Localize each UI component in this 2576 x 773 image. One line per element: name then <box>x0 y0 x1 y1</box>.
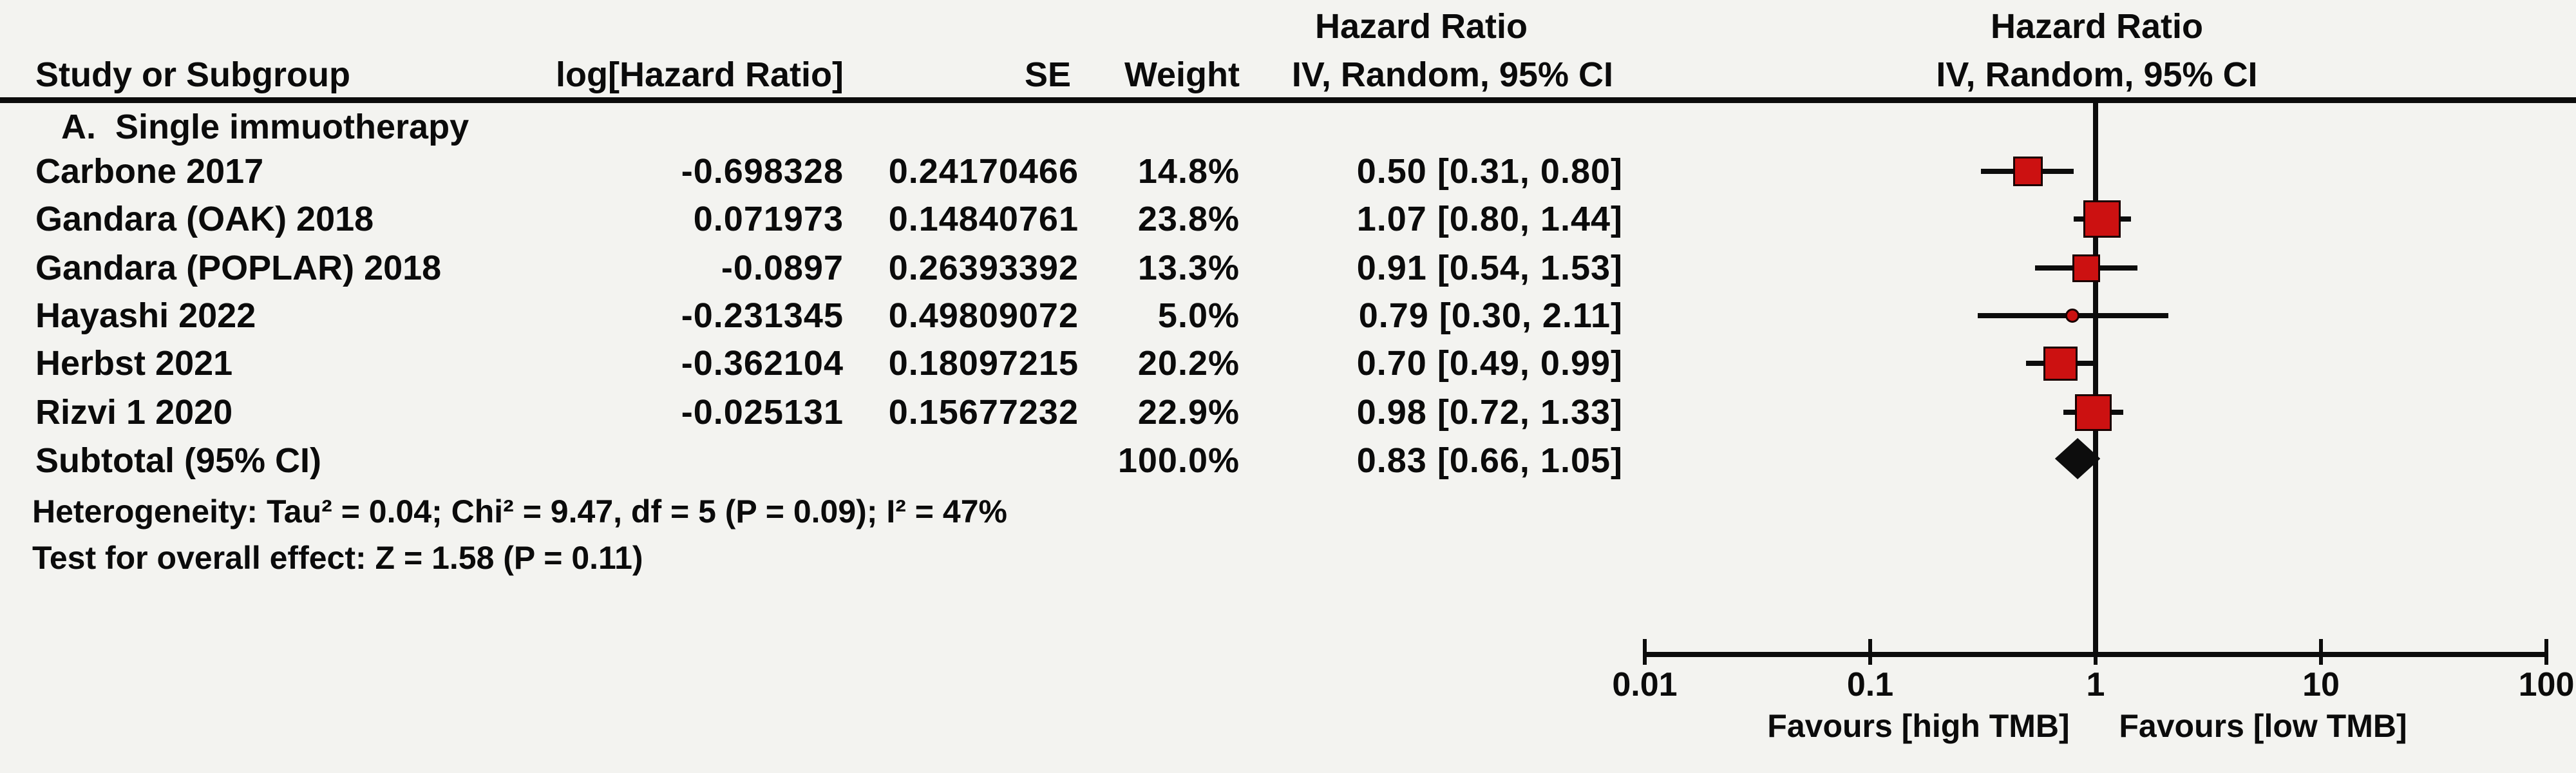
x-axis-tick-label: 100 <box>2518 666 2575 703</box>
study-se: 0.15677232 <box>888 393 1079 432</box>
column-header-weight: Weight <box>1124 55 1240 94</box>
study-se: 0.24170466 <box>888 152 1079 191</box>
study-weight: 5.0% <box>1157 296 1240 335</box>
right-method-header: IV, Random, 95% CI <box>1936 55 2258 94</box>
column-header-study: Study or Subgroup <box>35 55 350 94</box>
study-weight: 23.8% <box>1137 200 1240 238</box>
study-se: 0.26393392 <box>888 249 1079 287</box>
study-ci-text: 0.91 [0.54, 1.53] <box>1356 249 1623 287</box>
study-ci-text: 0.50 [0.31, 0.80] <box>1356 152 1623 191</box>
study-se: 0.14840761 <box>888 200 1079 238</box>
subtotal-label: Subtotal (95% CI) <box>35 441 322 480</box>
x-axis-tick-label: 10 <box>2302 666 2340 703</box>
x-axis-tick <box>1643 639 1647 665</box>
study-name: Carbone 2017 <box>35 152 264 191</box>
study-log-hr: -0.231345 <box>681 296 844 335</box>
x-axis-tick <box>1868 639 1872 665</box>
column-header-ci: IV, Random, 95% CI <box>1291 55 1613 94</box>
study-ci-text: 0.70 [0.49, 0.99] <box>1356 344 1623 383</box>
x-axis-tick-label: 0.1 <box>1846 666 1894 703</box>
overall-effect-text: Test for overall effect: Z = 1.58 (P = 0… <box>32 540 643 576</box>
column-header-log-hr: log[Hazard Ratio] <box>555 55 844 94</box>
study-name: Hayashi 2022 <box>35 296 256 335</box>
x-axis-tick-label: 0.01 <box>1612 666 1678 703</box>
effect-marker <box>2083 200 2121 238</box>
subgroup-title: A. Single immuotherapy <box>61 108 469 146</box>
x-axis-tick <box>2094 639 2098 665</box>
study-weight: 14.8% <box>1137 152 1240 191</box>
column-header-se: SE <box>1024 55 1071 94</box>
left-effect-title: Hazard Ratio <box>1314 7 1528 46</box>
study-log-hr: -0.025131 <box>681 393 844 432</box>
subtotal-weight: 100.0% <box>1117 441 1240 480</box>
study-name: Rizvi 1 2020 <box>35 393 233 432</box>
effect-marker <box>2072 254 2101 282</box>
study-name: Gandara (OAK) 2018 <box>35 200 374 238</box>
effect-marker <box>2075 394 2112 431</box>
study-ci-text: 0.98 [0.72, 1.33] <box>1356 393 1623 432</box>
header-rule <box>0 97 2576 103</box>
study-weight: 20.2% <box>1137 344 1240 383</box>
study-name: Herbst 2021 <box>35 344 233 383</box>
subtotal-ci-text: 0.83 [0.66, 1.05] <box>1356 441 1623 480</box>
study-se: 0.49809072 <box>888 296 1079 335</box>
heterogeneity-text: Heterogeneity: Tau² = 0.04; Chi² = 9.47,… <box>32 493 1007 530</box>
study-log-hr: -0.698328 <box>681 152 844 191</box>
favours-right-label: Favours [low TMB] <box>2119 708 2407 744</box>
study-ci-text: 1.07 [0.80, 1.44] <box>1356 200 1623 238</box>
effect-marker <box>2012 157 2043 186</box>
favours-left-label: Favours [high TMB] <box>1767 708 2070 744</box>
study-ci-text: 0.79 [0.30, 2.11] <box>1358 296 1623 335</box>
x-axis-tick <box>2544 639 2548 665</box>
effect-marker <box>2043 346 2078 381</box>
study-se: 0.18097215 <box>888 344 1079 383</box>
no-effect-line <box>2093 100 2098 654</box>
study-name: Gandara (POPLAR) 2018 <box>35 249 442 287</box>
x-axis-tick-label: 1 <box>2086 666 2105 703</box>
study-log-hr: 0.071973 <box>693 200 844 238</box>
study-log-hr: -0.0897 <box>721 249 844 287</box>
right-effect-title: Hazard Ratio <box>1990 7 2204 46</box>
x-axis-tick <box>2319 639 2323 665</box>
study-log-hr: -0.362104 <box>681 344 844 383</box>
study-weight: 13.3% <box>1137 249 1240 287</box>
effect-marker <box>2065 309 2080 323</box>
study-weight: 22.9% <box>1137 393 1240 432</box>
